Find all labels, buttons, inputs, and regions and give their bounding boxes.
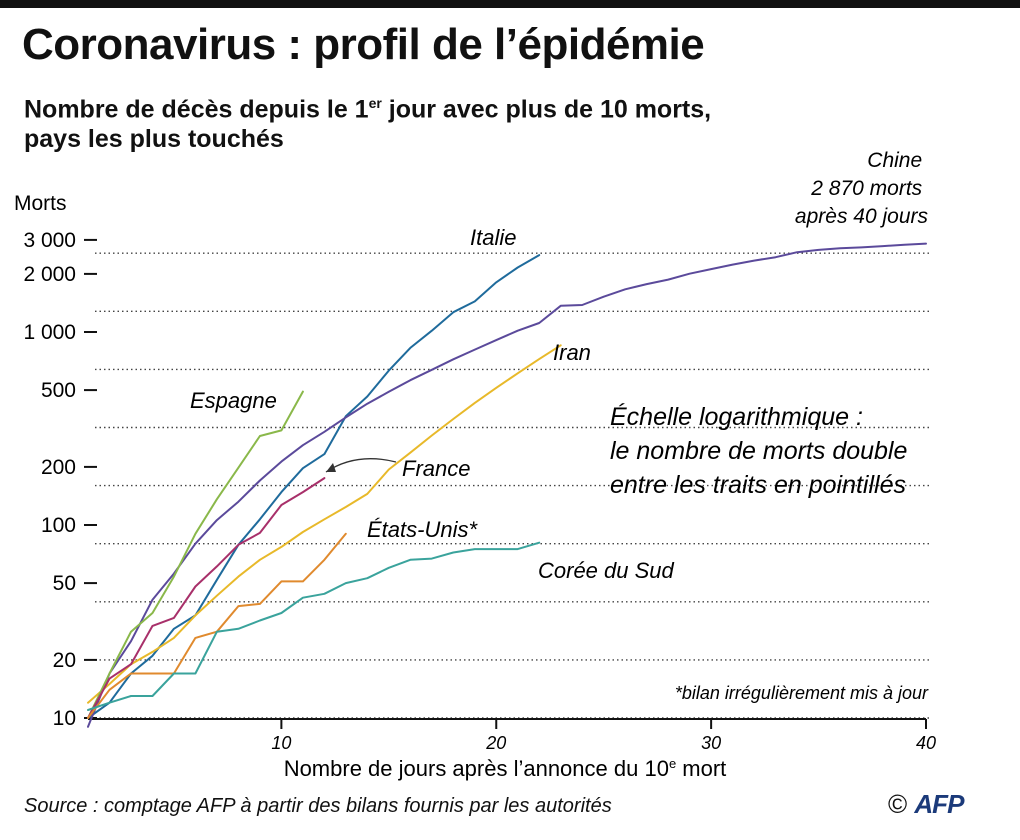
- series-label-etats-unis: États-Unis*: [367, 517, 478, 542]
- y-tick-label-4: 200: [41, 456, 76, 479]
- series-label-france: France: [402, 456, 470, 481]
- france-pointer-arrow: [325, 458, 397, 473]
- scale-note: Échelle logarithmique : le nombre de mor…: [610, 402, 914, 499]
- copyright-symbol: ©: [888, 789, 908, 819]
- china-note-line-1: Chine: [867, 149, 922, 172]
- china-note-line-3: après 40 jours: [795, 205, 929, 228]
- x-axis-label-text-end: mort: [676, 756, 726, 781]
- series-lines: [87, 242, 927, 728]
- chart-subtitle: Nombre de décès depuis le 1er jour avec …: [24, 88, 884, 154]
- y-axis-ticks: 10 20 50 100 200 500 1 000 2 000 3 000: [23, 229, 97, 730]
- x-tick-label-0: 10: [271, 733, 291, 753]
- footnote: *bilan irrégulièrement mis à jour: [675, 683, 929, 703]
- x-axis-label-superscript: e: [669, 756, 676, 771]
- y-tick-label-6: 1 000: [23, 321, 76, 344]
- series-label-italie: Italie: [470, 225, 516, 250]
- series-line-0: [87, 254, 541, 719]
- series-line-1: [87, 242, 927, 728]
- chart-title: Coronavirus : profil de l’épidémie: [22, 20, 705, 69]
- y-tick-label-7: 2 000: [23, 263, 76, 286]
- series-line-5: [87, 532, 347, 719]
- france-pointer-arrowhead: [326, 463, 336, 472]
- scale-note-line-2: le nombre de morts double: [610, 437, 907, 465]
- x-axis-label: Nombre de jours après l’annonce du 10e m…: [284, 756, 727, 781]
- x-tick-label-3: 40: [916, 733, 936, 753]
- x-axis-label-text: Nombre de jours après l’annonce du 10: [284, 756, 669, 781]
- china-note: Chine 2 870 morts après 40 jours: [795, 149, 929, 228]
- subtitle-line-2: pays les plus touchés: [24, 125, 284, 154]
- top-bar: [0, 0, 1020, 8]
- y-tick-label-1: 20: [53, 649, 76, 672]
- x-tick-label-2: 30: [701, 733, 721, 753]
- y-tick-label-2: 50: [53, 572, 76, 595]
- y-axis-label: Morts: [14, 192, 67, 215]
- x-tick-label-1: 20: [485, 733, 506, 753]
- series-line-4: [87, 477, 326, 719]
- y-tick-label-3: 100: [41, 514, 76, 537]
- series-label-espagne: Espagne: [190, 388, 277, 413]
- series-line-2: [87, 344, 562, 704]
- subtitle-text-end: jour avec plus de 10 morts,: [381, 95, 712, 124]
- subtitle-superscript: er: [368, 95, 382, 111]
- scale-note-line-3: entre les traits en pointillés: [610, 471, 906, 499]
- afp-logo-text: AFP: [914, 789, 964, 819]
- source-note: Source : comptage AFP à partir des bilan…: [24, 795, 612, 817]
- y-tick-label-8: 3 000: [23, 229, 76, 252]
- afp-logo: © AFP: [888, 789, 964, 820]
- y-tick-label-5: 500: [41, 379, 76, 402]
- series-label-iran: Iran: [553, 340, 591, 365]
- series-label-coree-du-sud: Corée du Sud: [538, 558, 675, 583]
- series-line-3: [87, 390, 304, 719]
- series-line-6: [87, 541, 541, 711]
- x-axis: 10 20 30 40: [88, 718, 936, 753]
- subtitle-text: Nombre de décès depuis le 1: [24, 95, 369, 124]
- china-note-line-2: 2 870 morts: [810, 177, 922, 200]
- scale-note-line-1: Échelle logarithmique :: [610, 402, 863, 431]
- y-tick-label-0: 10: [53, 707, 76, 730]
